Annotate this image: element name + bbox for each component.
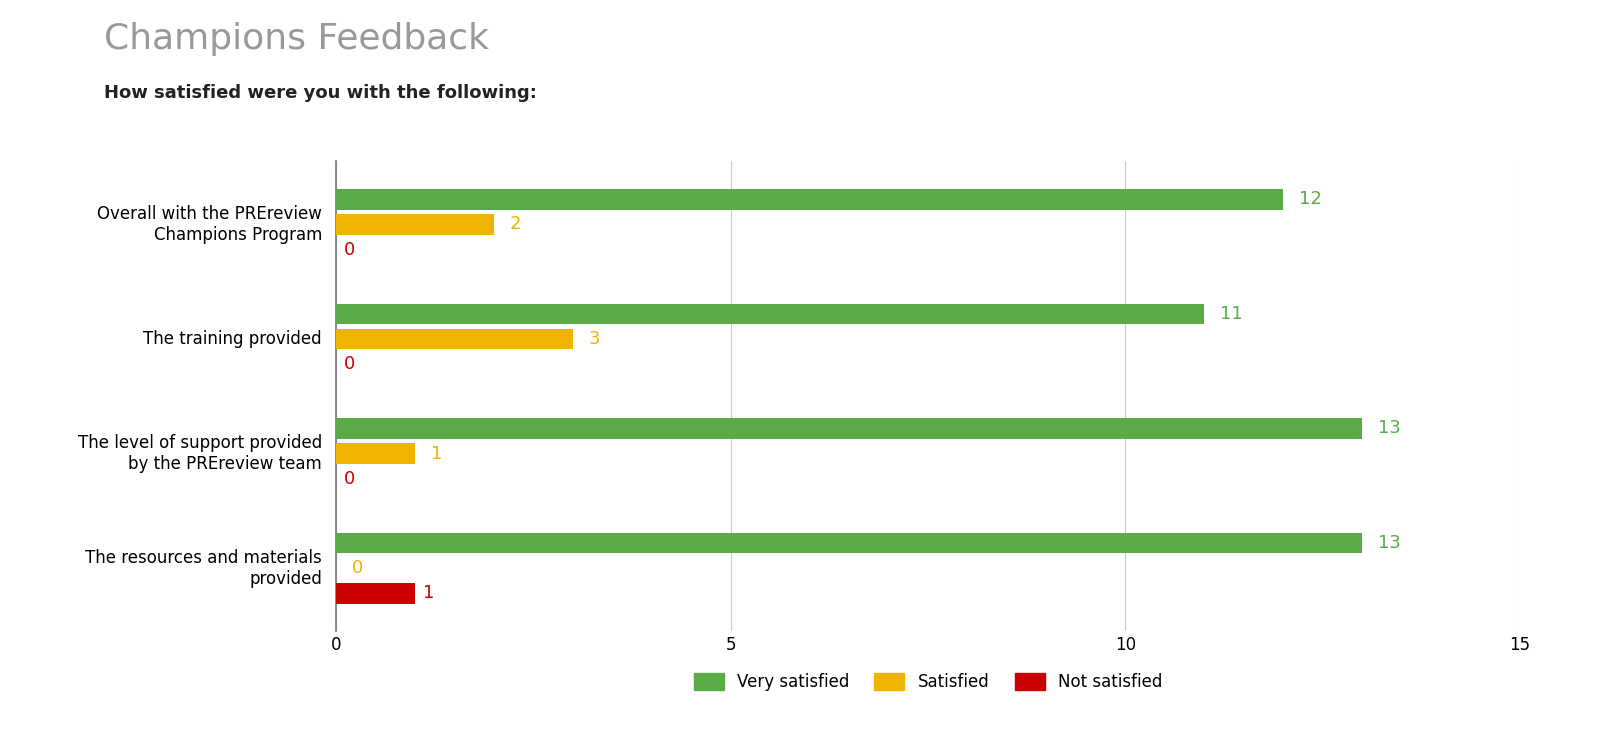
Bar <box>336 418 1362 439</box>
Text: 12: 12 <box>1299 190 1322 208</box>
Legend: Very satisfied, Satisfied, Not satisfied: Very satisfied, Satisfied, Not satisfied <box>686 666 1170 698</box>
Text: 0: 0 <box>344 355 355 374</box>
Bar <box>336 304 1205 324</box>
Bar <box>336 533 1362 553</box>
Text: Champions Feedback: Champions Feedback <box>104 22 490 56</box>
Text: 1: 1 <box>430 445 442 462</box>
Text: How satisfied were you with the following:: How satisfied were you with the followin… <box>104 84 538 103</box>
Bar <box>336 443 414 464</box>
Text: 0: 0 <box>344 241 355 258</box>
Text: 0: 0 <box>352 559 363 577</box>
Text: 11: 11 <box>1221 305 1243 323</box>
Text: 13: 13 <box>1378 419 1400 437</box>
Text: 2: 2 <box>510 216 522 233</box>
Text: 3: 3 <box>589 330 600 348</box>
Text: 13: 13 <box>1378 534 1400 552</box>
Bar <box>336 583 414 604</box>
Text: 0: 0 <box>344 470 355 488</box>
Text: 1: 1 <box>422 584 434 603</box>
Bar <box>336 329 573 349</box>
Bar <box>336 214 494 235</box>
Bar <box>336 189 1283 210</box>
